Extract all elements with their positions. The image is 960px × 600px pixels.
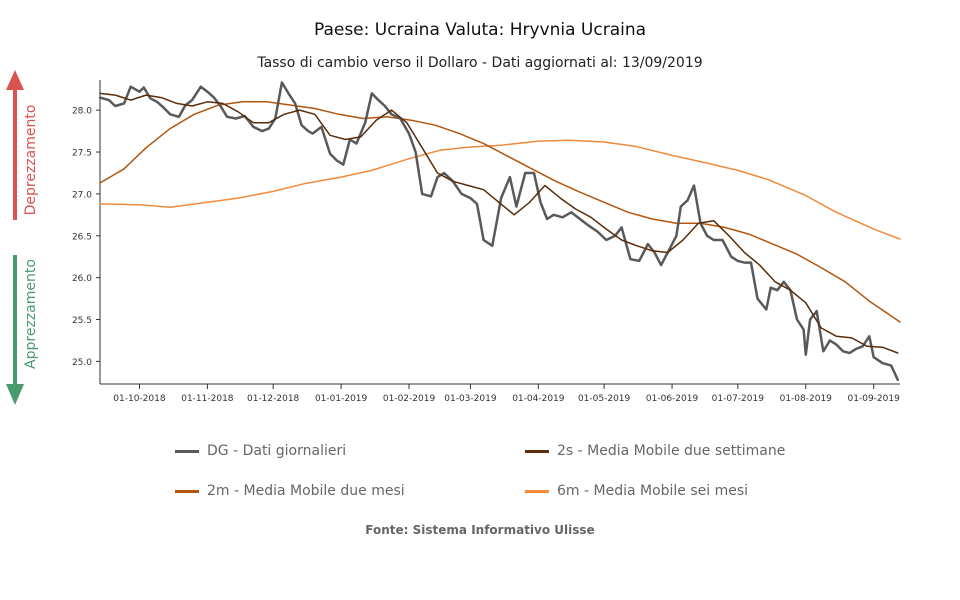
chart-subtitle: Tasso di cambio verso il Dollaro - Dati … <box>257 55 703 71</box>
legend-swatch-2s <box>525 449 549 453</box>
series-line-2m <box>99 101 901 323</box>
legend-item-dg: DG - Dati giornalieri <box>175 443 346 459</box>
x-tick-label: 01-12-2018 <box>247 394 300 404</box>
legend-swatch-6m <box>525 489 549 493</box>
series-line-6m <box>99 139 901 240</box>
legend-label-2s: 2s - Media Mobile due settimane <box>557 443 786 459</box>
chart-axes <box>99 80 900 385</box>
x-tick-label: 01-03-2019 <box>444 394 497 404</box>
legend-item-2s: 2s - Media Mobile due settimane <box>525 443 785 459</box>
deprezzamento-arrow-icon <box>6 70 24 90</box>
legend-swatch-2m <box>175 489 199 493</box>
y-tick-label: 26.0 <box>72 274 92 284</box>
legend-label-dg: DG - Dati giornalieri <box>207 443 347 459</box>
y-tick-label: 27.0 <box>72 190 92 200</box>
x-ticks: 01-10-2018 01-11-2018 01-12-2018 01-01-2019… <box>113 384 900 404</box>
deprezzamento-label: Deprezzamento <box>23 105 39 216</box>
y-tick-label: 26.5 <box>72 232 92 242</box>
x-tick-label: 01-09-2019 <box>848 394 901 404</box>
chart-title: Paese: Ucraina Valuta: Hryvnia Ucraina <box>313 20 647 40</box>
x-tick-label: 01-10-2018 <box>113 394 166 404</box>
legend-item-2m: 2m - Media Mobile due mesi <box>175 483 405 499</box>
x-tick-label: 01-02-2019 <box>383 394 436 404</box>
y-tick-label: 25.5 <box>72 316 92 326</box>
x-tick-label: 01-01-2019 <box>315 394 368 404</box>
x-tick-label: 01-05-2019 <box>578 394 631 404</box>
series-line-2s <box>99 92 899 354</box>
source-note: Fonte: Sistema Informativo Ulisse <box>365 523 595 537</box>
legend-label-2m: 2m - Media Mobile due mesi <box>207 483 405 499</box>
y-tick-label: 27.5 <box>72 149 92 159</box>
x-tick-label: 01-06-2019 <box>646 394 699 404</box>
apprezzamento-arrow-icon <box>6 384 24 405</box>
legend-item-6m: 6m - Media Mobile sei mesi <box>525 483 748 499</box>
series-line-dg <box>98 81 900 382</box>
x-tick-label: 01-11-2018 <box>181 394 234 404</box>
legend-swatch-dg <box>175 449 199 453</box>
y-ticks: 25.0 25.5 26.0 26.5 27.0 27.5 28.0 <box>72 107 100 368</box>
y-tick-label: 25.0 <box>72 358 92 368</box>
legend-label-6m: 6m - Media Mobile sei mesi <box>557 483 749 499</box>
side-indicators: Deprezzamento Apprezzamento <box>6 70 39 405</box>
x-tick-label: 01-04-2019 <box>512 394 565 404</box>
x-tick-label: 01-07-2019 <box>712 394 765 404</box>
x-tick-label: 01-08-2019 <box>780 394 833 404</box>
series-layer <box>98 81 901 382</box>
apprezzamento-label: Apprezzamento <box>23 259 39 369</box>
y-tick-label: 28.0 <box>72 107 92 117</box>
